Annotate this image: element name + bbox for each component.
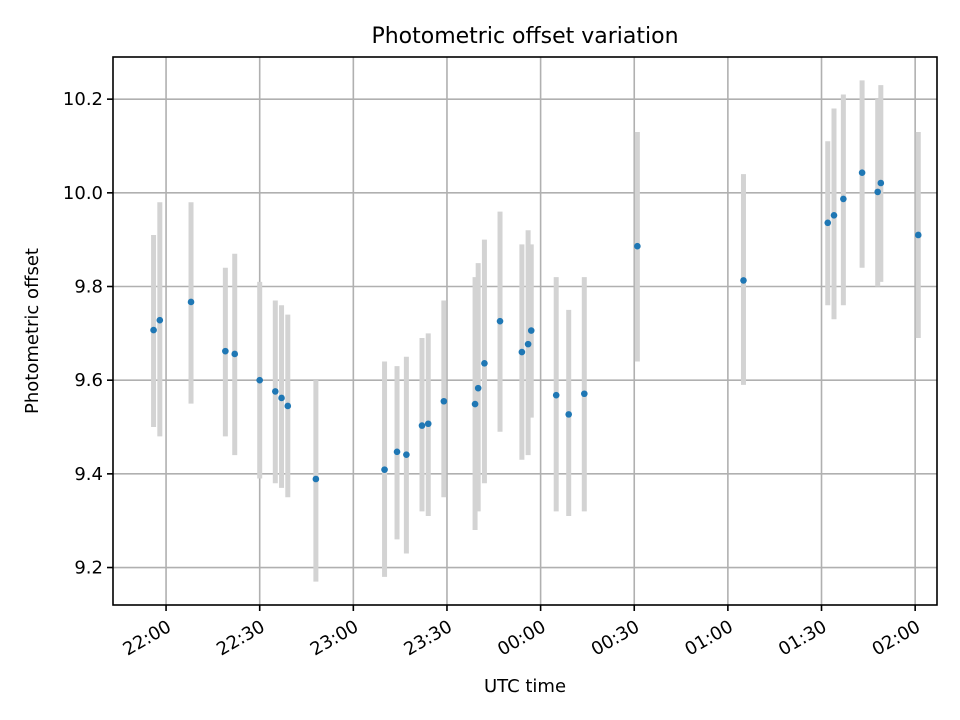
x-axis-ticks: 22:00 22:30 23:00 23:30 00:00 00:30 01:00 01:30… [120, 605, 924, 660]
data-point [272, 388, 279, 395]
x-tick-label: 22:30 [213, 616, 268, 660]
error-bars [151, 80, 921, 582]
data-point [824, 219, 832, 227]
data-point [496, 317, 504, 325]
data-point [150, 326, 157, 334]
data-point [830, 212, 838, 219]
y-axis-ticks: 9.2 9.4 9.6 9.8 10.0 10.2 [63, 89, 113, 579]
data-point [840, 195, 847, 203]
x-tick-label: 23:00 [307, 616, 362, 660]
data-point [565, 411, 572, 418]
data-points [150, 169, 922, 483]
data-point [874, 188, 881, 196]
data-point [222, 347, 229, 355]
x-tick-label: 01:00 [681, 616, 736, 660]
data-point [403, 451, 410, 458]
data-point [256, 376, 263, 384]
data-point [524, 340, 532, 348]
data-point [187, 298, 195, 306]
data-point [858, 169, 866, 176]
data-point [231, 350, 239, 358]
x-tick-label: 00:30 [588, 616, 643, 660]
data-point [581, 390, 588, 398]
y-tick-label: 9.6 [74, 370, 103, 391]
data-point [740, 277, 747, 284]
data-point [527, 327, 535, 334]
y-tick-label: 9.2 [74, 558, 103, 579]
plot-frame [112, 56, 938, 606]
y-tick-label: 10.2 [63, 89, 103, 110]
data-point [424, 420, 432, 428]
x-tick-label: 00:00 [494, 616, 549, 660]
x-tick-label: 01:30 [775, 616, 830, 660]
data-point [440, 397, 448, 405]
y-tick-label: 9.8 [74, 277, 103, 298]
chart-title: Photometric offset variation [371, 24, 678, 49]
data-point [418, 422, 426, 429]
x-axis-label: UTC time [484, 676, 566, 697]
data-point [284, 402, 292, 410]
x-tick-label: 23:30 [400, 616, 455, 660]
grid-lines [113, 57, 937, 605]
data-point [518, 348, 526, 356]
data-point [381, 466, 388, 473]
x-tick-label: 22:00 [120, 616, 175, 660]
data-point [914, 231, 922, 239]
data-point [471, 400, 479, 408]
data-point [474, 384, 482, 392]
data-point [552, 391, 560, 399]
data-point [877, 179, 885, 187]
data-point [481, 360, 488, 367]
data-point [156, 316, 164, 324]
data-point [393, 448, 401, 456]
data-point [312, 475, 320, 483]
x-tick-label: 02:00 [869, 616, 924, 660]
y-axis-label: Photometric offset [22, 248, 43, 414]
data-point [634, 242, 641, 250]
y-tick-label: 10.0 [63, 183, 103, 204]
data-point [278, 394, 285, 402]
y-tick-label: 9.4 [74, 464, 103, 485]
